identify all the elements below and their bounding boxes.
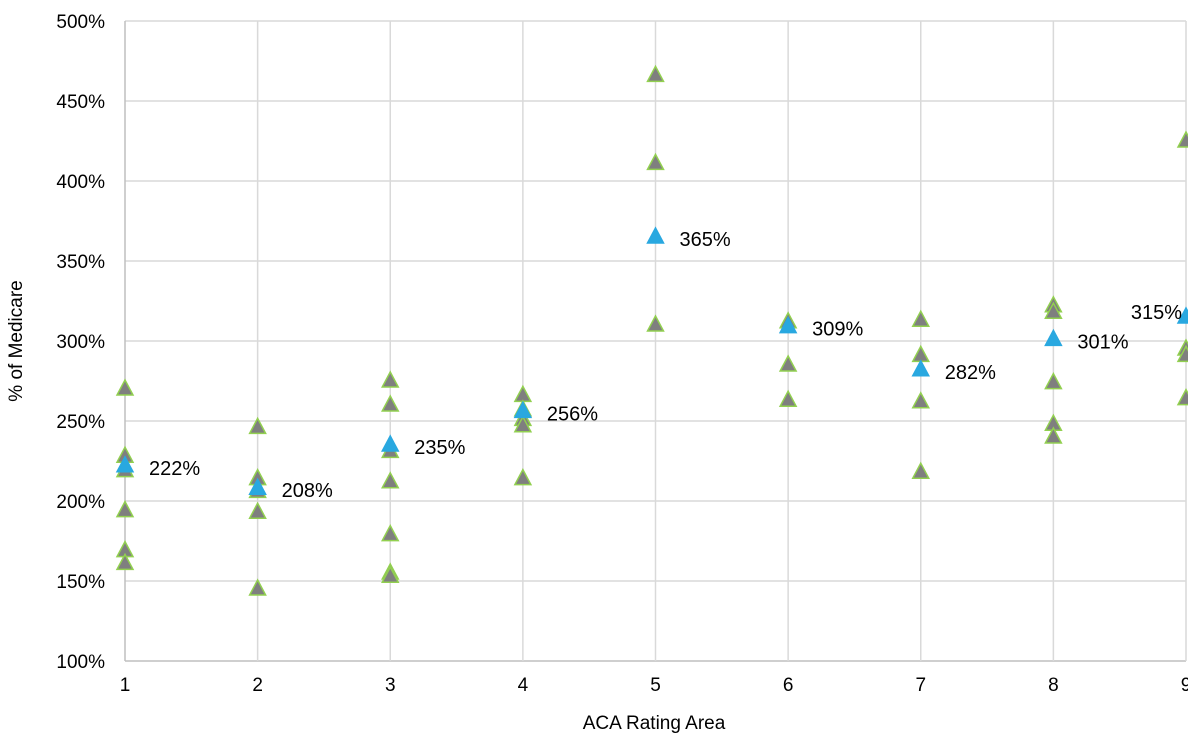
series-individual-points	[115, 64, 1188, 596]
point-marker	[1044, 426, 1063, 444]
point-marker	[248, 578, 267, 596]
y-tick-label: 250%	[56, 412, 105, 433]
point-marker	[248, 501, 267, 519]
point-marker	[1044, 301, 1063, 319]
y-axis-title: % of Medicare	[6, 280, 27, 401]
x-tick-label: 4	[518, 675, 529, 696]
point-marker	[381, 394, 400, 412]
point-marker	[1176, 388, 1188, 406]
average-point-marker	[381, 434, 400, 452]
gridlines	[124, 20, 1187, 662]
series-average-points	[115, 226, 1188, 495]
y-tick-label: 200%	[56, 492, 105, 513]
data-label: 315%	[1131, 302, 1182, 324]
point-marker	[381, 565, 400, 583]
x-tick-label: 2	[252, 675, 263, 696]
point-marker	[1176, 130, 1188, 148]
point-marker	[248, 416, 267, 435]
average-point-marker	[1044, 328, 1063, 347]
y-tick-label: 450%	[56, 92, 105, 113]
point-marker	[513, 468, 533, 486]
x-axis-title: ACA Rating Area	[583, 713, 726, 734]
y-tick-label: 300%	[56, 332, 105, 353]
data-label: 282%	[945, 362, 996, 384]
point-marker	[115, 500, 135, 518]
point-marker	[911, 391, 930, 409]
point-marker	[381, 471, 400, 489]
point-marker	[1044, 372, 1063, 390]
average-point-marker	[646, 226, 665, 244]
point-marker	[646, 314, 665, 332]
y-tick-label: 500%	[56, 12, 105, 33]
y-axis-tick-labels: 100% 150% 200% 250% 300% 350% 400% 450% 500%	[56, 12, 105, 673]
y-tick-label: 100%	[56, 652, 105, 673]
point-marker	[115, 378, 135, 396]
data-label: 301%	[1077, 331, 1128, 353]
average-point-marker	[911, 359, 930, 377]
average-point-marker	[248, 477, 267, 495]
y-tick-label: 150%	[56, 572, 105, 593]
point-marker	[911, 309, 930, 327]
average-point-marker	[513, 400, 533, 419]
point-marker	[911, 344, 930, 363]
x-tick-label: 7	[915, 675, 926, 696]
point-marker	[778, 354, 798, 372]
point-marker	[646, 152, 665, 171]
data-label: 222%	[149, 458, 200, 480]
point-marker	[381, 524, 400, 542]
point-marker	[513, 415, 533, 433]
data-label: 365%	[680, 229, 731, 251]
average-point-marker	[115, 455, 135, 473]
x-tick-label: 8	[1048, 675, 1059, 696]
point-marker	[911, 461, 930, 479]
data-label: 208%	[282, 480, 333, 502]
x-tick-label: 6	[783, 675, 794, 696]
point-marker	[646, 64, 665, 83]
average-point-marker	[1176, 306, 1188, 324]
data-label: 256%	[547, 403, 598, 425]
x-tick-label: 3	[385, 675, 396, 696]
point-marker	[778, 389, 798, 407]
data-label: 309%	[812, 319, 863, 341]
point-marker	[1176, 344, 1188, 363]
average-point-marker	[778, 316, 798, 334]
data-labels: 222% 208% 235% 256% 365% 309% 282% 301%315%	[149, 229, 1182, 502]
y-tick-label: 400%	[56, 172, 105, 193]
point-marker	[381, 370, 400, 388]
y-tick-label: 350%	[56, 252, 105, 273]
x-axis-tick-labels: 1 2 3 4 5 6 7 8 9	[120, 675, 1188, 696]
point-marker	[513, 384, 533, 403]
x-tick-label: 9	[1181, 675, 1188, 696]
x-tick-label: 1	[120, 675, 131, 696]
data-label: 235%	[414, 437, 465, 459]
x-tick-label: 5	[650, 675, 661, 696]
point-marker	[115, 552, 135, 571]
